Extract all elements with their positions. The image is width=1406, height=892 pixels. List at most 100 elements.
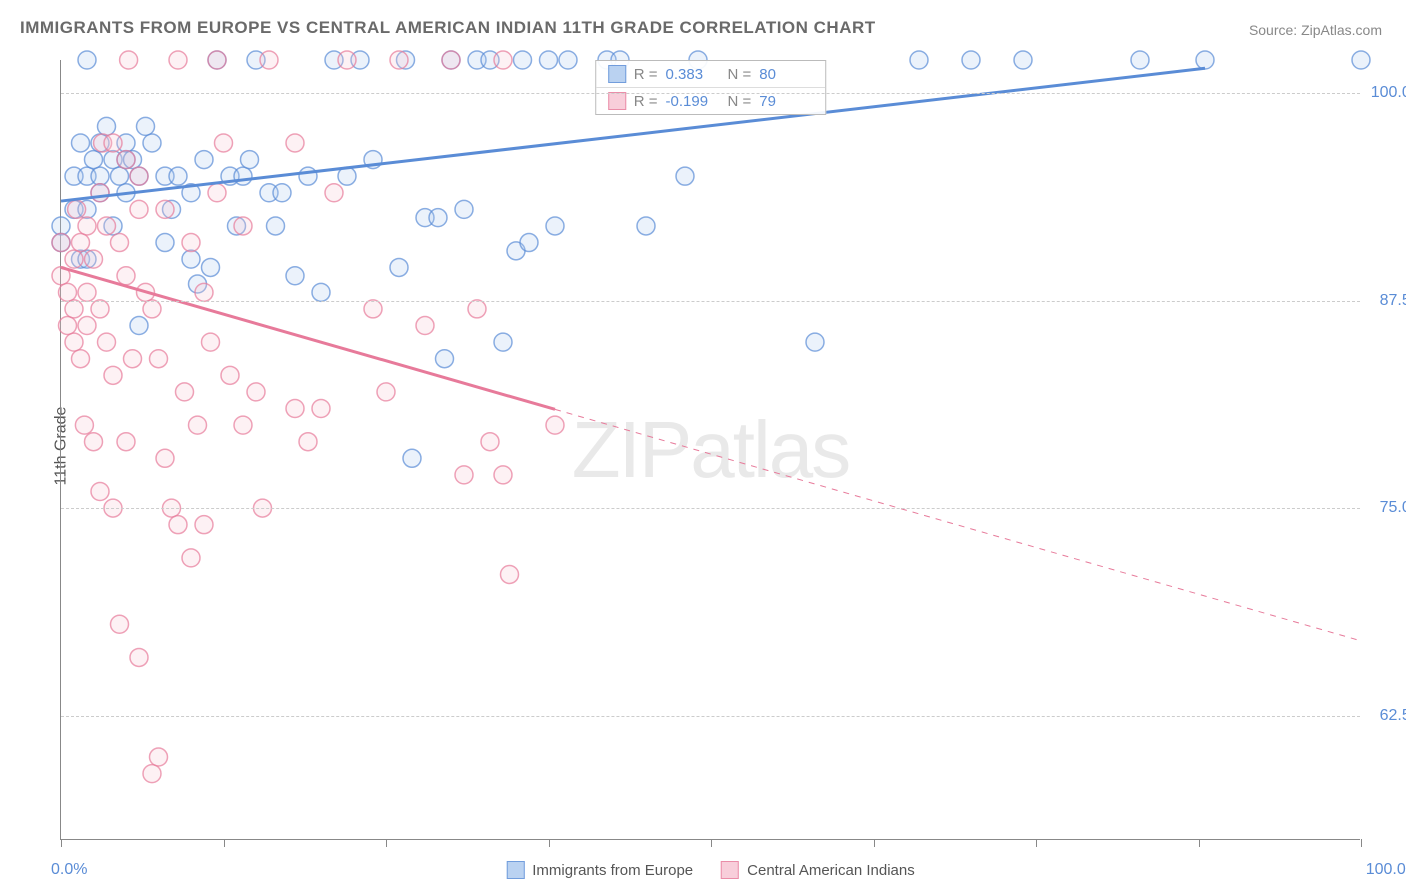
data-point bbox=[481, 433, 499, 451]
x-axis-max-label: 100.0% bbox=[1366, 861, 1406, 879]
legend-label: Immigrants from Europe bbox=[532, 862, 693, 879]
data-point bbox=[169, 516, 187, 534]
data-point bbox=[312, 283, 330, 301]
data-point bbox=[436, 350, 454, 368]
legend-entry: Central American Indians bbox=[721, 861, 915, 879]
data-point bbox=[150, 350, 168, 368]
data-point bbox=[75, 416, 93, 434]
data-point bbox=[117, 433, 135, 451]
data-point bbox=[215, 134, 233, 152]
r-label: R = bbox=[634, 66, 658, 83]
data-point bbox=[65, 300, 83, 318]
data-point bbox=[72, 350, 90, 368]
data-point bbox=[117, 151, 135, 169]
x-axis-min-label: 0.0% bbox=[51, 861, 87, 879]
data-point bbox=[325, 184, 343, 202]
correlation-legend-box: R = 0.383 N = 80 R = -0.199 N = 79 bbox=[595, 60, 827, 115]
data-point bbox=[91, 167, 109, 185]
data-point bbox=[98, 333, 116, 351]
data-point bbox=[59, 283, 77, 301]
data-point bbox=[540, 51, 558, 69]
data-point bbox=[494, 466, 512, 484]
legend-swatch-icon bbox=[608, 92, 626, 110]
data-point bbox=[130, 167, 148, 185]
data-point bbox=[299, 433, 317, 451]
data-point bbox=[130, 317, 148, 335]
data-point bbox=[91, 300, 109, 318]
data-point bbox=[377, 383, 395, 401]
data-point bbox=[676, 167, 694, 185]
data-point bbox=[85, 151, 103, 169]
data-point bbox=[176, 383, 194, 401]
legend-swatch-icon bbox=[608, 65, 626, 83]
x-tick bbox=[549, 839, 550, 847]
data-point bbox=[85, 250, 103, 268]
legend-label: Central American Indians bbox=[747, 862, 915, 879]
legend-entry: Immigrants from Europe bbox=[506, 861, 693, 879]
data-point bbox=[195, 516, 213, 534]
data-point bbox=[169, 167, 187, 185]
data-point bbox=[208, 51, 226, 69]
data-point bbox=[241, 151, 259, 169]
data-point bbox=[455, 466, 473, 484]
data-point bbox=[910, 51, 928, 69]
data-point bbox=[68, 200, 86, 218]
data-point bbox=[124, 350, 142, 368]
data-point bbox=[286, 134, 304, 152]
data-point bbox=[98, 217, 116, 235]
data-point bbox=[429, 209, 447, 227]
gridline bbox=[61, 508, 1360, 509]
data-point bbox=[143, 300, 161, 318]
data-point bbox=[111, 234, 129, 252]
y-tick-label: 75.0% bbox=[1380, 499, 1406, 517]
data-point bbox=[137, 117, 155, 135]
data-point bbox=[72, 234, 90, 252]
data-point bbox=[202, 258, 220, 276]
data-point bbox=[104, 134, 122, 152]
data-point bbox=[182, 234, 200, 252]
scatter-svg bbox=[61, 60, 1360, 839]
data-point bbox=[520, 234, 538, 252]
legend-swatch-icon bbox=[506, 861, 524, 879]
data-point bbox=[637, 217, 655, 235]
data-point bbox=[143, 134, 161, 152]
n-label: N = bbox=[728, 66, 752, 83]
data-point bbox=[156, 449, 174, 467]
r-value: -0.199 bbox=[666, 93, 720, 110]
data-point bbox=[416, 317, 434, 335]
data-point bbox=[273, 184, 291, 202]
data-point bbox=[195, 151, 213, 169]
data-point bbox=[514, 51, 532, 69]
x-tick bbox=[386, 839, 387, 847]
data-point bbox=[494, 333, 512, 351]
data-point bbox=[468, 300, 486, 318]
data-point bbox=[65, 250, 83, 268]
data-point bbox=[189, 416, 207, 434]
trend-line-extrapolated bbox=[555, 409, 1361, 641]
data-point bbox=[1352, 51, 1370, 69]
data-point bbox=[111, 615, 129, 633]
data-point bbox=[156, 200, 174, 218]
data-point bbox=[234, 167, 252, 185]
data-point bbox=[286, 400, 304, 418]
data-point bbox=[390, 258, 408, 276]
data-point bbox=[156, 234, 174, 252]
data-point bbox=[104, 366, 122, 384]
data-point bbox=[182, 250, 200, 268]
x-tick bbox=[711, 839, 712, 847]
data-point bbox=[59, 317, 77, 335]
data-point bbox=[390, 51, 408, 69]
n-value: 80 bbox=[759, 66, 813, 83]
data-point bbox=[182, 549, 200, 567]
data-point bbox=[111, 167, 129, 185]
correlation-legend-row: R = -0.199 N = 79 bbox=[596, 88, 826, 114]
data-point bbox=[247, 383, 265, 401]
n-value: 79 bbox=[759, 93, 813, 110]
x-tick bbox=[1199, 839, 1200, 847]
data-point bbox=[234, 416, 252, 434]
chart-title: IMMIGRANTS FROM EUROPE VS CENTRAL AMERIC… bbox=[20, 18, 876, 38]
series-legend: Immigrants from Europe Central American … bbox=[506, 861, 914, 879]
data-point bbox=[299, 167, 317, 185]
data-point bbox=[403, 449, 421, 467]
data-point bbox=[143, 765, 161, 783]
